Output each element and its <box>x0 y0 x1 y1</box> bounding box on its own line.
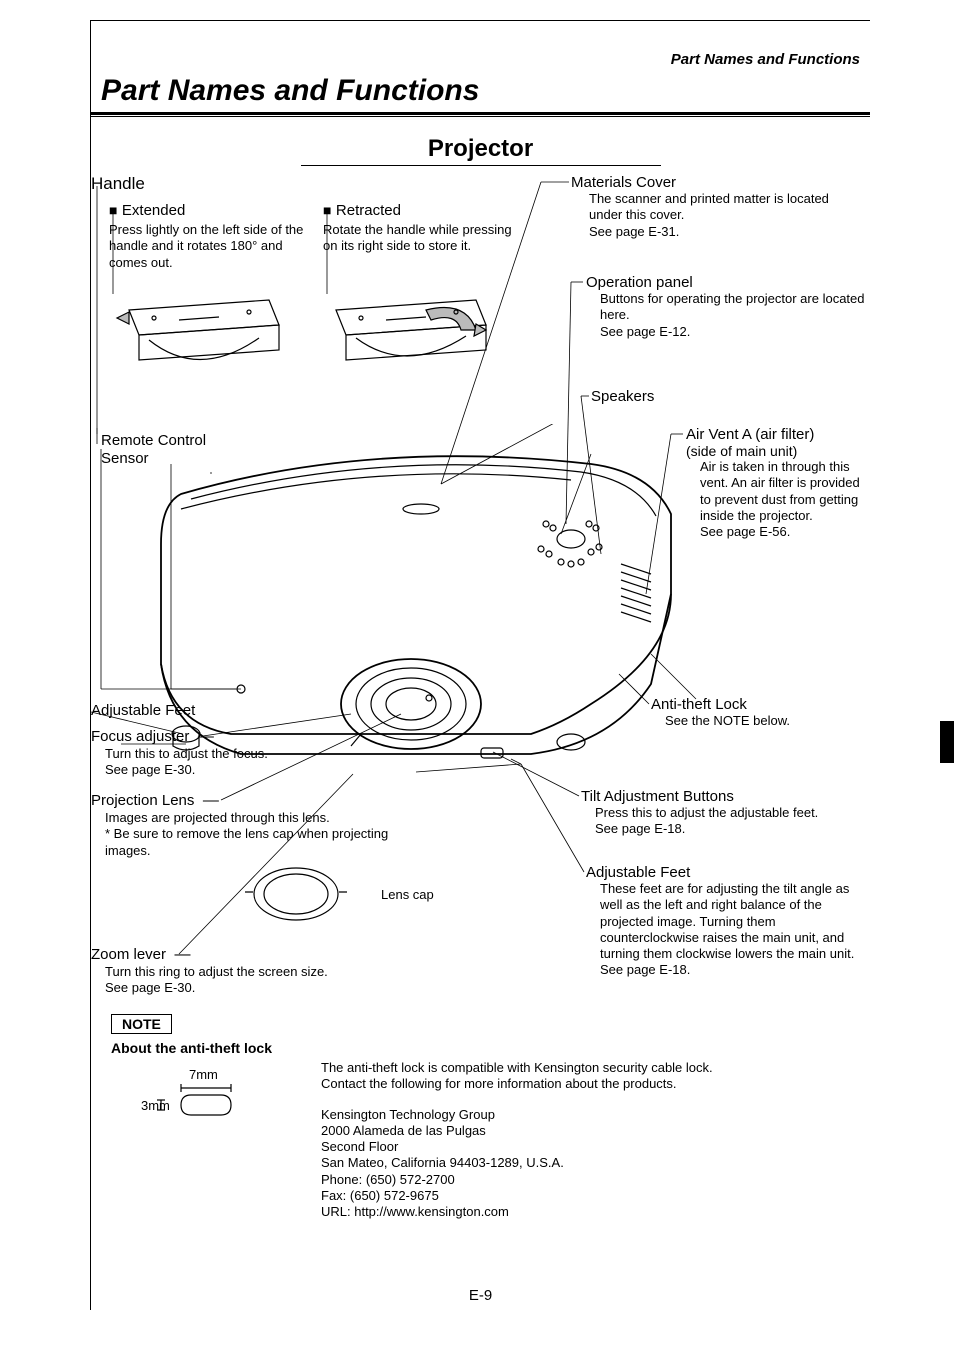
note-box-label: NOTE <box>111 1014 172 1034</box>
page-title: Part Names and Functions <box>91 74 870 112</box>
section-subtitle: Projector <box>91 135 870 163</box>
diagram-area: Handle ■ Extended Press lightly on the l… <box>91 174 870 1224</box>
note-body1: The anti-theft lock is compatible with K… <box>321 1060 851 1093</box>
running-header: Part Names and Functions <box>91 51 870 68</box>
title-rule <box>91 112 870 117</box>
note-dimension: 7mm 3mm <box>111 1060 321 1220</box>
leaders-overlay <box>91 174 871 1059</box>
side-tab <box>940 721 954 763</box>
dim-7mm: 7mm <box>189 1067 399 1082</box>
note-body2: Kensington Technology Group 2000 Alameda… <box>321 1107 851 1221</box>
subtitle-rule <box>301 165 661 166</box>
page-number: E-9 <box>91 1287 870 1304</box>
note-section: NOTE About the anti-theft lock <box>111 1014 851 1220</box>
note-heading: About the anti-theft lock <box>111 1040 851 1056</box>
dim-3mm: 3mm <box>141 1098 351 1113</box>
